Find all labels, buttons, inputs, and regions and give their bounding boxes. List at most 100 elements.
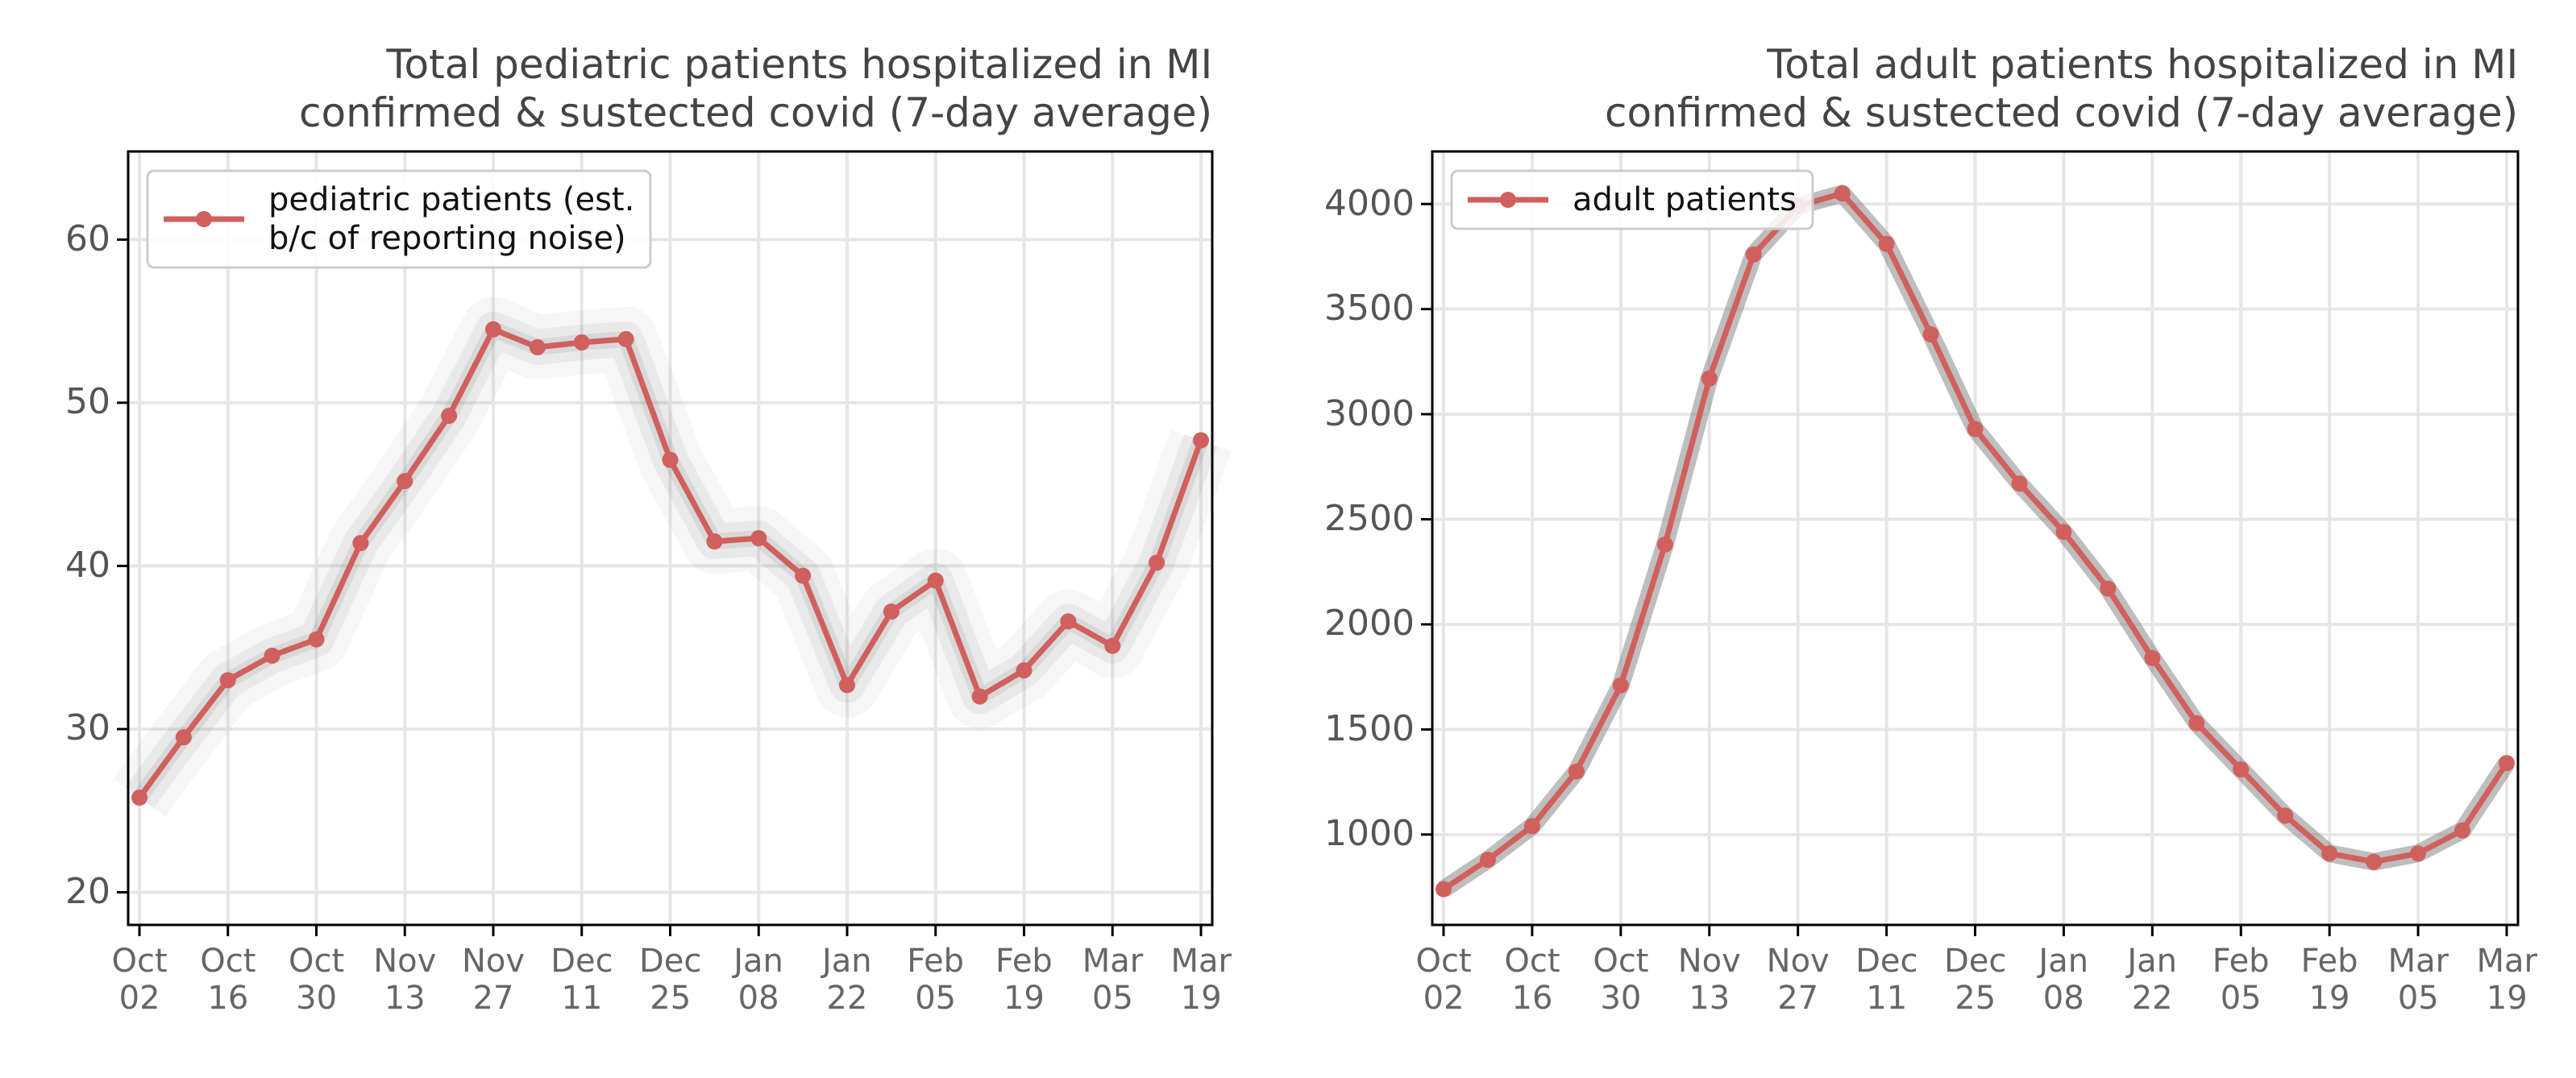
point	[1568, 763, 1585, 780]
x-tick-label: Oct 30	[289, 943, 345, 1017]
point	[264, 647, 280, 664]
point	[308, 631, 325, 648]
point	[1479, 852, 1496, 869]
point	[927, 572, 944, 589]
x-tick-label: Dec 25	[639, 943, 702, 1017]
legend-box	[146, 169, 652, 269]
y-tick-label: 4000	[1324, 182, 1415, 224]
x-tick-label: Nov 13	[1677, 943, 1741, 1017]
point	[175, 729, 192, 746]
point	[1016, 662, 1032, 679]
x-tick-label: Jan 08	[733, 943, 783, 1017]
chart-title: Total adult patients hospitalized in MI …	[1605, 41, 2519, 136]
x-tick-label: Feb 19	[995, 943, 1053, 1017]
point	[839, 677, 855, 694]
point	[1878, 235, 1895, 252]
y-tick-label: 3500	[1324, 288, 1415, 330]
point	[1701, 370, 1718, 387]
point	[219, 672, 236, 689]
point	[485, 321, 501, 338]
x-tick-label: Jan 08	[2038, 943, 2089, 1017]
x-tick-label: Oct 02	[111, 943, 168, 1017]
y-tick-label: 1000	[1324, 813, 1415, 855]
legend-box	[1450, 169, 1814, 230]
point	[2011, 475, 2028, 492]
point	[1060, 613, 1077, 630]
x-tick-label: Feb 05	[907, 943, 965, 1017]
legend	[146, 169, 652, 269]
y-tick-label: 2500	[1324, 498, 1415, 540]
x-tick-label: Feb 05	[2212, 943, 2270, 1017]
point	[352, 535, 369, 552]
x-tick-label: Oct 02	[1415, 943, 1472, 1017]
x-tick-label: Nov 13	[373, 943, 437, 1017]
point	[2055, 524, 2072, 541]
legend	[1450, 169, 1814, 230]
point	[2233, 761, 2250, 777]
point	[795, 567, 812, 584]
point	[441, 408, 458, 425]
legend-label: pediatric patients (est. b/c of reportin…	[268, 181, 635, 257]
point	[2188, 715, 2205, 732]
x-tick-label: Mar 05	[1082, 943, 1144, 1017]
y-tick-label: 40	[65, 544, 110, 586]
point	[2321, 845, 2338, 862]
axes-frame	[1431, 150, 2520, 927]
point	[1612, 677, 1629, 694]
chart-title: Total pediatric patients hospitalized in…	[299, 41, 1213, 136]
point	[617, 330, 634, 347]
point	[1193, 432, 1209, 449]
x-tick-label: Jan 22	[822, 943, 872, 1017]
point	[971, 688, 988, 705]
point	[1967, 421, 1984, 437]
x-tick-label: Nov 27	[462, 943, 526, 1017]
x-tick-label: Feb 19	[2300, 943, 2358, 1017]
point	[662, 451, 679, 468]
legend-marker	[1500, 192, 1516, 208]
point	[1834, 185, 1851, 202]
y-tick-label: 60	[65, 218, 110, 259]
y-tick-label: 3000	[1324, 392, 1415, 434]
axes-frame	[127, 150, 1214, 927]
point	[1104, 637, 1121, 654]
point	[883, 603, 900, 620]
point	[2144, 649, 2161, 666]
x-tick-label: Dec 11	[551, 943, 613, 1017]
x-tick-label: Mar 19	[2476, 943, 2537, 1017]
point	[131, 790, 147, 806]
x-tick-label: Oct 16	[1504, 943, 1560, 1017]
point	[1149, 554, 1165, 571]
x-tick-label: Oct 30	[1593, 943, 1649, 1017]
point	[573, 334, 590, 350]
point	[706, 533, 723, 550]
y-tick-label: 2000	[1324, 603, 1415, 645]
point	[397, 473, 413, 490]
point	[2100, 580, 2117, 597]
x-tick-label: Nov 27	[1766, 943, 1830, 1017]
point	[1745, 246, 1762, 263]
y-tick-label: 50	[65, 381, 110, 423]
x-tick-label: Mar 19	[1170, 943, 1232, 1017]
x-tick-label: Mar 05	[2387, 943, 2449, 1017]
x-tick-label: Dec 25	[1944, 943, 2007, 1017]
point	[2410, 845, 2427, 862]
point	[1656, 536, 1673, 553]
point	[1435, 881, 1452, 898]
point	[2277, 807, 2294, 824]
legend-marker	[196, 211, 212, 227]
point	[1922, 325, 1939, 342]
point	[750, 530, 767, 546]
x-tick-label: Dec 11	[1855, 943, 1918, 1017]
y-tick-label: 20	[65, 870, 110, 912]
x-tick-label: Oct 16	[200, 943, 256, 1017]
y-tick-label: 30	[65, 707, 110, 749]
y-tick-label: 1500	[1324, 707, 1415, 749]
point	[529, 339, 546, 356]
point	[2499, 755, 2515, 772]
point	[2454, 822, 2471, 839]
legend-label: adult patients	[1573, 181, 1797, 218]
x-tick-label: Jan 22	[2127, 943, 2177, 1017]
point	[2366, 853, 2383, 870]
